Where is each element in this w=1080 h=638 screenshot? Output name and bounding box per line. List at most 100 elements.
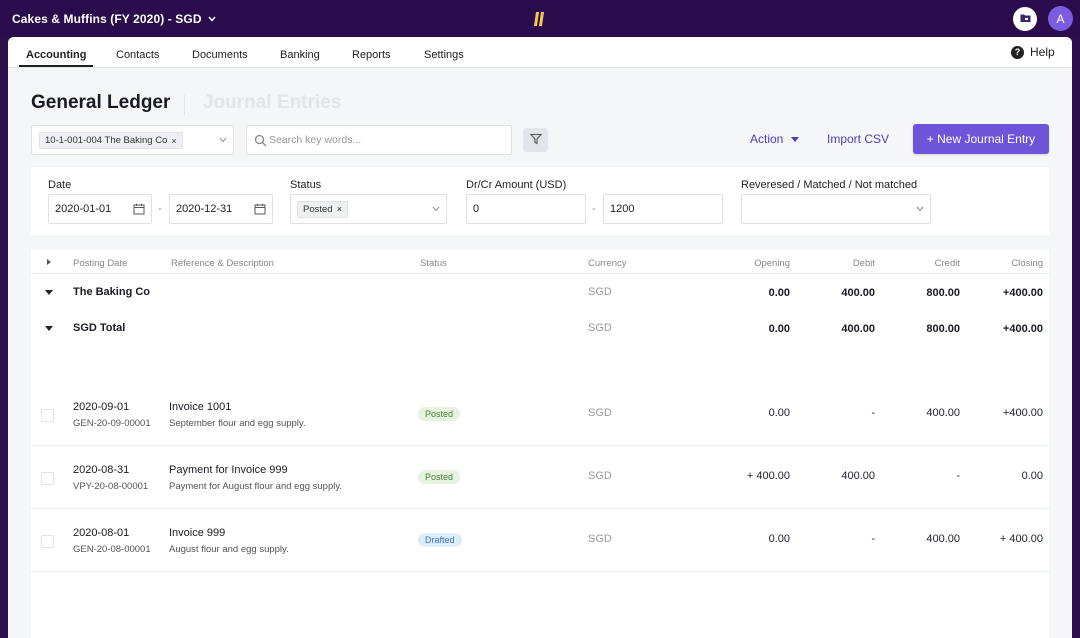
filter-panel: Date 2020-01-01 - 2020-12-31 Status Post… (31, 167, 1049, 235)
group-name: The Baking Co (73, 286, 151, 298)
search-icon (254, 134, 267, 147)
date-to-field[interactable]: 2020-12-31 (169, 194, 273, 224)
row-date: 2020-08-31 (73, 464, 130, 476)
group-opening: 0.00 (768, 287, 790, 299)
row-checkbox[interactable] (41, 472, 54, 485)
collapse-icon[interactable] (45, 290, 53, 295)
row-debit: - (871, 533, 875, 545)
date-from-field[interactable]: 2020-01-01 (48, 194, 152, 224)
match-select[interactable] (741, 194, 931, 224)
table-row[interactable]: 2020-09-01 GEN-20-09-00001 Invoice 1001 … (31, 383, 1049, 446)
search-input[interactable] (269, 130, 505, 150)
status-label: Status (290, 179, 322, 191)
row-date: 2020-08-01 (73, 527, 130, 539)
account-chip-label: 10-1-001-004 The Baking Co (45, 135, 168, 146)
page-title: General Ledger (31, 92, 171, 113)
row-reference: GEN-20-08-00001 (73, 544, 151, 555)
row-checkbox[interactable] (41, 535, 54, 548)
search-box (246, 125, 512, 155)
group-closing: +400.00 (1002, 287, 1043, 299)
remove-chip-icon[interactable]: × (171, 135, 177, 146)
caret-down-icon (791, 136, 800, 142)
organization-switcher[interactable]: Cakes & Muffins (FY 2020) - SGD (12, 12, 216, 26)
collapse-icon[interactable] (45, 326, 53, 331)
account-select[interactable]: 10-1-001-004 The Baking Co × (31, 125, 234, 155)
group-row-currency-total[interactable]: SGD Total SGD 0.00 400.00 800.00 +400.00 (31, 310, 1049, 346)
row-description: Payment for August flour and egg supply. (169, 481, 343, 492)
header-ref-desc[interactable]: Reference & Description (171, 258, 274, 269)
group-debit: 400.00 (841, 323, 875, 335)
group-closing: +400.00 (1002, 323, 1043, 335)
status-select[interactable]: Posted × (290, 194, 447, 224)
main-panel: Accounting Contacts Documents Banking Re… (8, 37, 1072, 638)
header-credit[interactable]: Credit (934, 258, 960, 269)
group-currency: SGD (588, 322, 612, 334)
header-currency[interactable]: Currency (588, 258, 627, 269)
row-description: August flour and egg supply. (169, 544, 289, 555)
header-debit[interactable]: Debit (852, 258, 875, 269)
date-separator: - (158, 203, 162, 215)
new-journal-entry-label: + New Journal Entry (926, 132, 1036, 146)
row-debit: 400.00 (841, 470, 875, 482)
action-dropdown[interactable]: Action (750, 132, 800, 146)
group-opening: 0.00 (768, 323, 790, 335)
help-button[interactable]: ? Help (1011, 45, 1055, 59)
row-title: Payment for Invoice 999 (169, 464, 288, 476)
active-tab-indicator (19, 65, 93, 67)
header-closing[interactable]: Closing (1011, 258, 1043, 269)
status-badge: Posted (418, 407, 461, 421)
header-status[interactable]: Status (420, 258, 447, 269)
header-posting-date[interactable]: Posting Date (73, 258, 128, 269)
filter-button[interactable] (523, 128, 548, 152)
row-reference: VPY-20-08-00001 (73, 481, 149, 492)
expand-all-icon[interactable] (47, 259, 51, 265)
group-name: SGD Total (73, 322, 126, 334)
row-credit: 400.00 (926, 407, 960, 419)
nav-bar: Accounting Contacts Documents Banking Re… (8, 37, 1072, 68)
tab-reports[interactable]: Reports (352, 49, 391, 61)
chevron-down-icon (432, 204, 440, 214)
account-chip: 10-1-001-004 The Baking Co × (39, 132, 183, 149)
group-row-account[interactable]: The Baking Co SGD 0.00 400.00 800.00 +40… (31, 274, 1049, 310)
chevron-down-icon (916, 204, 924, 214)
group-credit: 800.00 (926, 287, 960, 299)
avatar-initial: A (1056, 11, 1065, 26)
row-credit: 400.00 (926, 533, 960, 545)
import-csv-button[interactable]: Import CSV (827, 132, 890, 146)
row-description: September flour and egg supply. (169, 418, 306, 429)
row-debit: - (871, 407, 875, 419)
tab-contacts[interactable]: Contacts (116, 49, 160, 61)
tab-accounting[interactable]: Accounting (26, 49, 87, 61)
files-button[interactable] (1013, 7, 1037, 31)
row-closing: 0.00 (1021, 470, 1043, 482)
date-label: Date (48, 179, 72, 191)
journal-entries-tab[interactable]: Journal Entries (203, 92, 342, 113)
calendar-icon (133, 203, 145, 215)
remove-chip-icon[interactable]: × (336, 204, 343, 215)
header-opening[interactable]: Opening (754, 258, 790, 269)
table-row[interactable]: 2020-08-01 GEN-20-08-00001 Invoice 999 A… (31, 509, 1049, 572)
row-title: Invoice 1001 (169, 401, 232, 413)
tab-settings[interactable]: Settings (424, 49, 464, 61)
row-opening: 0.00 (768, 533, 790, 545)
group-currency: SGD (588, 286, 612, 298)
date-from-value: 2020-01-01 (55, 203, 112, 215)
status-chip: Posted × (297, 201, 349, 218)
row-currency: SGD (588, 470, 612, 482)
row-checkbox[interactable] (41, 409, 54, 422)
filter-icon (529, 133, 542, 148)
app-logo-icon (532, 9, 546, 29)
row-currency: SGD (588, 407, 612, 419)
organization-label: Cakes & Muffins (FY 2020) - SGD (12, 12, 202, 26)
ledger-table: Posting Date Reference & Description Sta… (31, 250, 1049, 638)
row-opening: 0.00 (768, 407, 790, 419)
amount-max-field[interactable]: 1200 (603, 194, 723, 224)
avatar[interactable]: A (1048, 6, 1073, 31)
chevron-down-icon (219, 135, 227, 145)
tab-banking[interactable]: Banking (280, 49, 320, 61)
table-row[interactable]: 2020-08-31 VPY-20-08-00001 Payment for I… (31, 446, 1049, 509)
tab-documents[interactable]: Documents (192, 49, 248, 61)
row-credit: - (956, 470, 960, 482)
amount-min-field[interactable]: 0 (466, 194, 586, 224)
new-journal-entry-button[interactable]: + New Journal Entry (913, 124, 1049, 154)
